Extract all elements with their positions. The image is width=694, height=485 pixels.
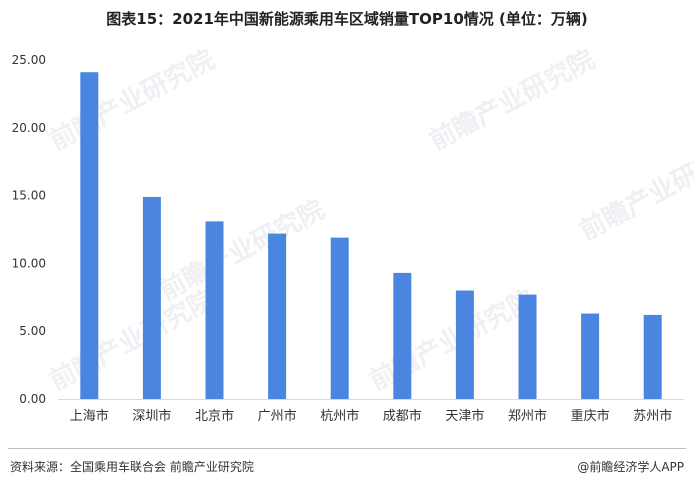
x-tick-label: 上海市 [70,408,109,424]
bar [268,233,287,399]
bar [330,237,349,399]
x-tick-label: 广州市 [258,408,297,424]
source-note: 资料来源：全国乘用车联合会 前瞻产业研究院 [10,460,254,474]
y-tick-label: 20.00 [12,121,46,135]
y-axis: 0.00 5.00 10.00 15.00 20.00 25.00 [12,53,46,406]
bar [643,314,662,399]
bar [455,290,474,399]
y-tick-label: 25.00 [12,53,46,67]
x-tick-label: 苏州市 [633,408,672,424]
x-tick-label: 成都市 [383,408,422,424]
bar [80,72,99,399]
bar [205,221,224,399]
x-tick-label: 杭州市 [320,408,359,424]
x-tick-label: 郑州市 [508,408,547,424]
x-tick-label: 深圳市 [132,408,171,424]
bars [80,72,662,399]
credit-note: @前瞻经济学人APP [577,460,684,474]
bar-chart: 0.00 5.00 10.00 15.00 20.00 25.00 上海市 深圳市 北京市 广州… [12,53,684,424]
x-tick-label: 天津市 [445,408,484,424]
x-axis: 上海市 深圳市 北京市 广州市 杭州市 成都市 天津市 郑州市 重庆市 苏州市 [70,408,672,424]
bar [581,313,600,399]
y-tick-label: 15.00 [12,189,46,203]
bar [142,196,161,399]
x-tick-label: 北京市 [195,408,234,424]
chart-title: 图表15：2021年中国新能源乘用车区域销量TOP10情况 (单位：万辆) [106,10,588,28]
x-tick-label: 重庆市 [571,408,610,424]
footer-divider [8,448,686,449]
y-tick-label: 10.00 [12,256,46,270]
y-tick-label: 0.00 [19,392,46,406]
y-tick-label: 5.00 [19,324,46,338]
bar [393,272,412,399]
bar [518,294,537,399]
